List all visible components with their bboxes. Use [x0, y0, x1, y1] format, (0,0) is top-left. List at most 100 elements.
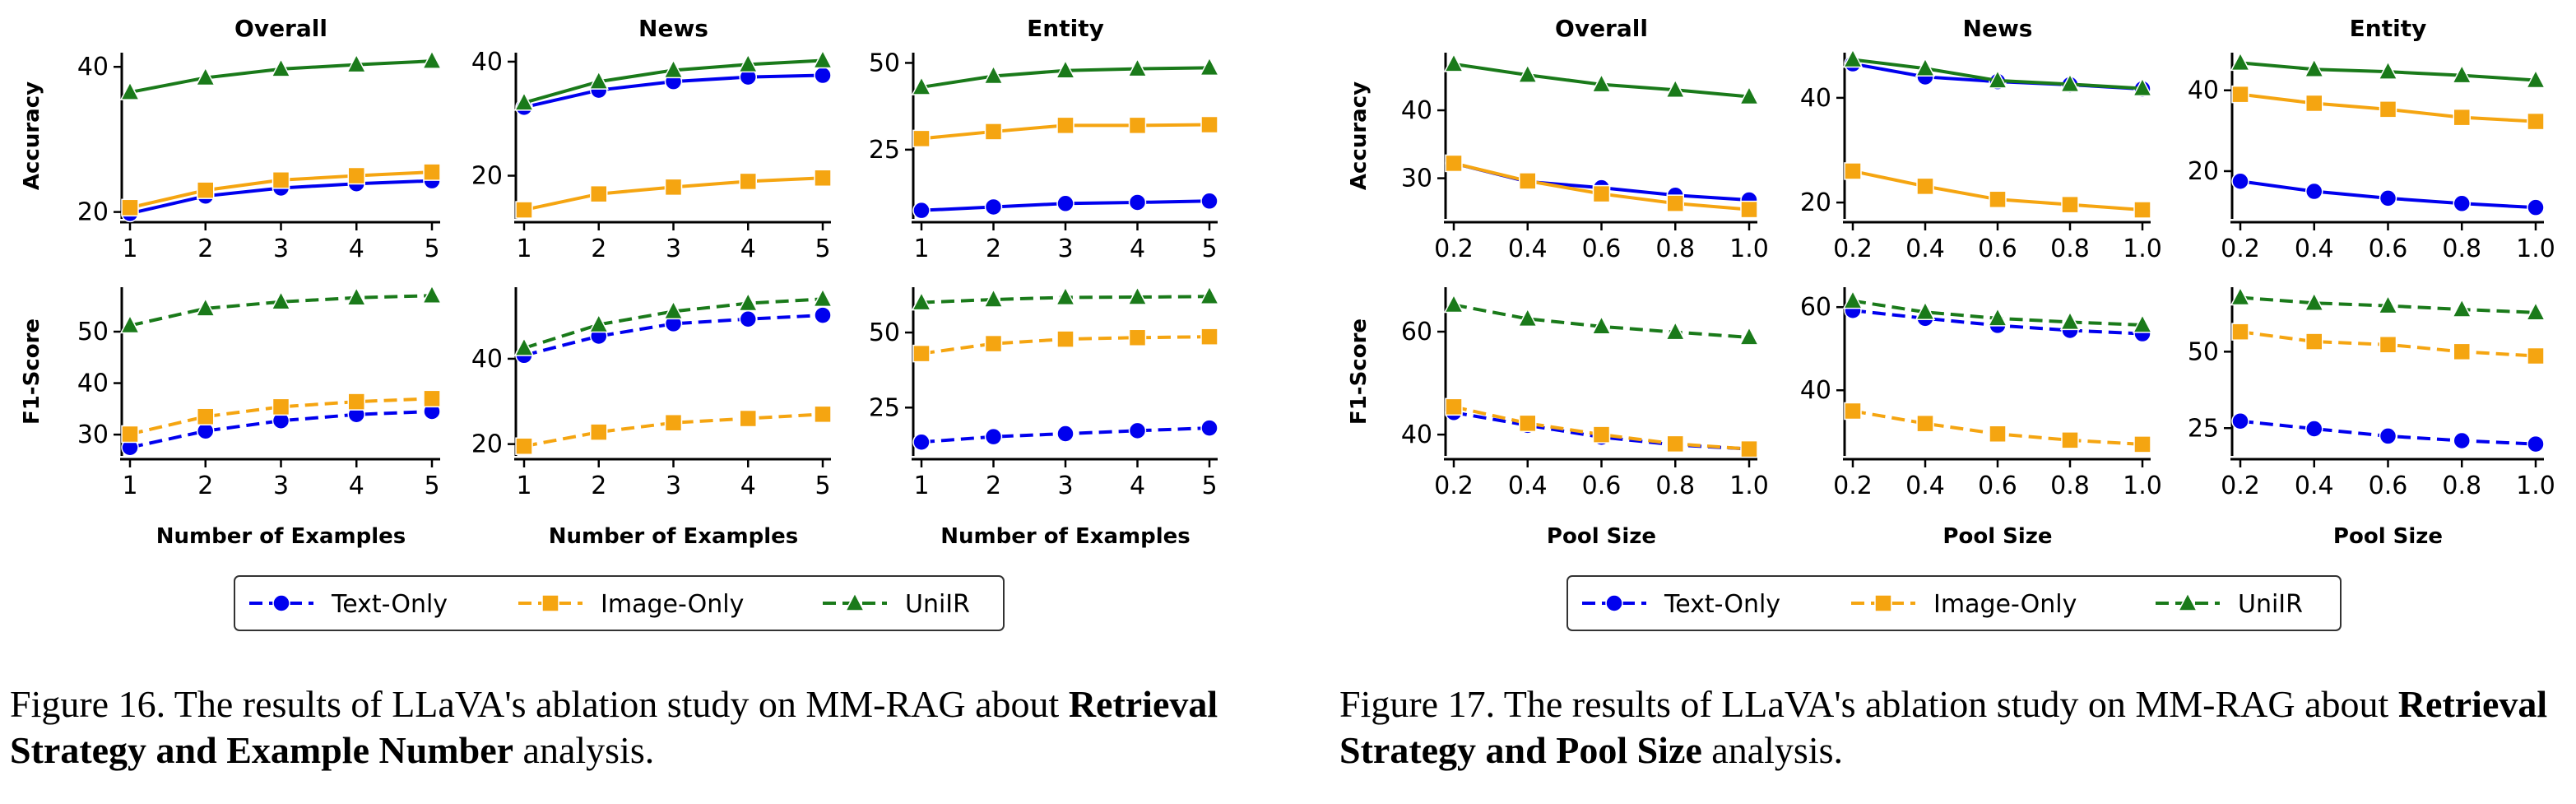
panel-f1-entity: 25 50 1 2 3 4 5 Number of Examples — [869, 285, 1220, 549]
data-point — [1666, 194, 1684, 212]
series-uniir — [2230, 286, 2546, 321]
data-point — [984, 334, 1003, 353]
series-image-only — [912, 115, 1218, 148]
data-point — [1592, 425, 1611, 444]
x-axis-label: Pool Size — [1547, 524, 1656, 549]
series-uniir — [1842, 290, 2153, 333]
data-point — [663, 300, 684, 320]
y-tick-label: 40 — [77, 369, 109, 398]
data-point — [983, 64, 1004, 85]
data-point — [515, 201, 533, 219]
data-point — [1128, 328, 1147, 347]
panel-accuracy-entity: Entity 20 40 0.2 0.4 0.6 0.8 1.0 — [2188, 15, 2555, 263]
data-point — [2453, 194, 2471, 213]
x-tick-label: 2 — [591, 472, 606, 500]
x-tick-label: 0.2 — [1434, 472, 1474, 500]
x-tick-label: 4 — [349, 472, 364, 500]
x-tick-label: 2 — [197, 472, 213, 500]
data-point — [588, 313, 609, 333]
data-point — [1128, 421, 1147, 440]
y-tick-label: 20 — [471, 162, 503, 191]
data-point — [2133, 201, 2151, 219]
panel-f1-news: 20 40 1 2 3 4 5 Number of Examples — [471, 287, 833, 549]
legend-marker — [2177, 592, 2198, 611]
data-point — [1443, 293, 1464, 314]
data-point — [1842, 48, 1864, 68]
legend: Text-Only Image-Only UniIR — [234, 575, 1005, 631]
x-tick-label: 2 — [591, 235, 606, 263]
data-point — [1056, 330, 1074, 348]
data-point — [590, 423, 608, 441]
data-point — [1445, 154, 1463, 173]
data-point — [1665, 78, 1686, 99]
legend-label: Text-Only — [331, 590, 448, 619]
data-point — [2527, 346, 2545, 365]
y-tick-label: 20 — [1800, 188, 1831, 217]
data-point — [271, 290, 291, 310]
data-point — [1519, 172, 1537, 190]
data-point — [1987, 307, 2008, 327]
data-point — [1127, 286, 1148, 305]
x-tick-label: 1 — [913, 472, 929, 500]
data-point — [197, 181, 215, 199]
figure16-caption-pre: Figure 16. The results of LLaVA's ablati… — [10, 683, 1069, 725]
x-tick-label: 1 — [122, 472, 137, 500]
panel-accuracy-overall: Overall 30 40 0.2 0.4 0.6 0.8 1.0 Accuracy — [1347, 15, 1769, 263]
series-image-only — [2231, 85, 2545, 131]
panel-title: Entity — [1027, 15, 1104, 42]
y-tick-label: 40 — [1401, 96, 1432, 125]
data-point — [2453, 108, 2471, 127]
x-tick-label: 3 — [1057, 472, 1073, 500]
x-tick-label: 0.4 — [1905, 472, 1945, 500]
data-point — [121, 425, 139, 444]
legend-item-uniir: UniIR — [2156, 590, 2303, 619]
data-point — [1056, 194, 1074, 212]
data-point — [2453, 342, 2471, 361]
y-tick-label: 25 — [2188, 414, 2219, 443]
data-point — [2378, 294, 2398, 314]
series-line — [523, 297, 824, 350]
y-tick-label: 50 — [77, 318, 109, 346]
data-point — [1591, 315, 1612, 335]
series-image-only — [515, 405, 832, 455]
data-point — [912, 344, 931, 363]
x-tick-label: 4 — [1130, 235, 1145, 263]
data-point — [739, 309, 757, 328]
data-point — [664, 413, 683, 432]
x-tick-label: 0.6 — [1582, 235, 1622, 263]
data-point — [1200, 115, 1218, 134]
data-point — [1199, 56, 1220, 77]
data-point — [423, 389, 441, 408]
data-point — [2231, 323, 2249, 341]
x-tick-label: 0.6 — [2369, 235, 2408, 263]
y-tick-label: 40 — [77, 53, 109, 81]
legend-item-image-only: Image-Only — [1851, 590, 2077, 619]
x-tick-label: 0.4 — [2295, 235, 2334, 263]
x-tick-label: 0.2 — [2221, 235, 2260, 263]
x-tick-label: 3 — [666, 235, 681, 263]
data-point — [195, 297, 216, 317]
series-text-only — [2231, 411, 2545, 453]
x-tick-label: 0.6 — [2369, 472, 2408, 500]
x-tick-label: 0.4 — [1508, 472, 1548, 500]
y-tick-label: 40 — [2188, 77, 2219, 105]
y-tick-label: 30 — [1401, 165, 1432, 193]
y-tick-label: 25 — [869, 393, 900, 422]
x-tick-label: 0.4 — [1905, 235, 1945, 263]
figure17-caption-bold: Retrieval Strategy and Pool Size — [1339, 683, 2548, 771]
data-point — [984, 123, 1003, 141]
data-point — [739, 409, 757, 428]
x-tick-label: 0.8 — [2050, 235, 2090, 263]
y-tick-label: 40 — [471, 345, 503, 374]
series-text-only — [2231, 172, 2545, 216]
data-point — [1916, 414, 1934, 433]
data-point — [1740, 439, 1758, 458]
data-point — [2231, 85, 2249, 104]
data-point — [1591, 73, 1612, 93]
data-point — [2378, 60, 2398, 80]
data-point — [1200, 192, 1218, 211]
data-point — [2305, 420, 2323, 438]
legend-marker — [272, 594, 290, 612]
data-point — [812, 49, 833, 69]
legend-marker — [541, 594, 559, 612]
